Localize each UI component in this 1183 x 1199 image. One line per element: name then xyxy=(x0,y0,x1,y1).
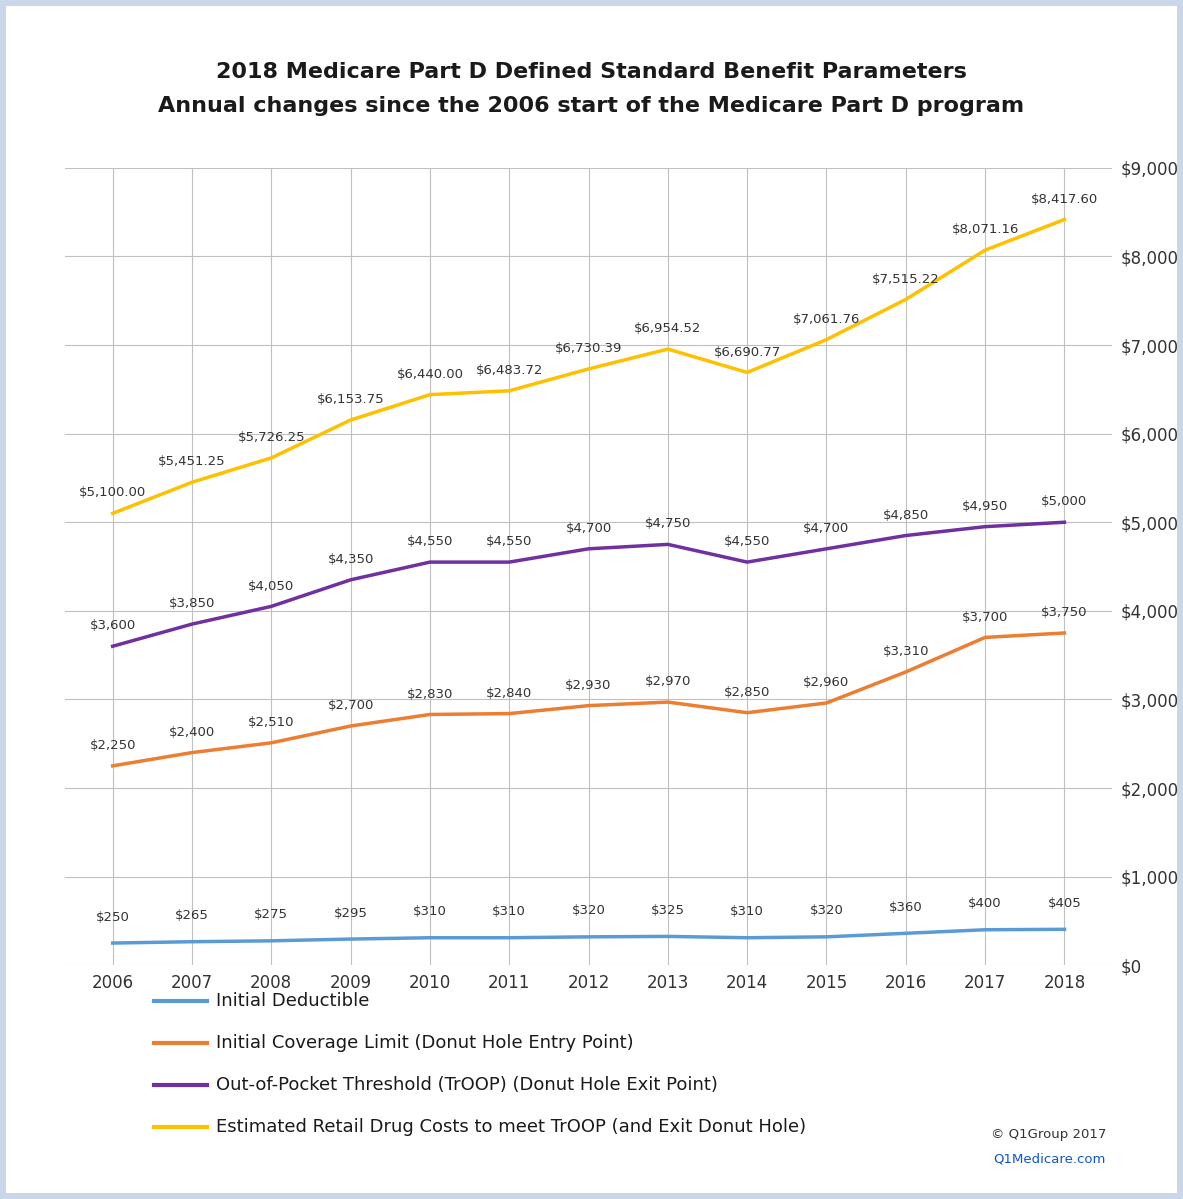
Text: $265: $265 xyxy=(175,909,209,922)
Text: $7,061.76: $7,061.76 xyxy=(793,313,860,326)
Text: $295: $295 xyxy=(334,906,368,920)
Text: $3,700: $3,700 xyxy=(962,610,1008,623)
Text: Out-of-Pocket Threshold (TrOOP) (Donut Hole Exit Point): Out-of-Pocket Threshold (TrOOP) (Donut H… xyxy=(216,1076,718,1095)
Text: $4,750: $4,750 xyxy=(645,518,691,530)
Text: $6,954.52: $6,954.52 xyxy=(634,323,702,336)
Text: Q1Medicare.com: Q1Medicare.com xyxy=(994,1152,1106,1165)
Text: $2,510: $2,510 xyxy=(248,716,295,729)
Text: $5,451.25: $5,451.25 xyxy=(159,456,226,469)
Text: $250: $250 xyxy=(96,910,130,923)
Text: $2,960: $2,960 xyxy=(803,676,849,689)
Text: $6,153.75: $6,153.75 xyxy=(317,393,384,406)
Text: $2,970: $2,970 xyxy=(645,675,691,688)
Text: $2,400: $2,400 xyxy=(169,725,215,739)
Text: $4,550: $4,550 xyxy=(486,535,532,548)
Text: $405: $405 xyxy=(1048,897,1081,910)
Text: $4,700: $4,700 xyxy=(803,522,849,535)
Text: $6,483.72: $6,483.72 xyxy=(476,363,543,376)
Text: $3,750: $3,750 xyxy=(1041,605,1087,619)
Text: $3,310: $3,310 xyxy=(883,645,929,658)
Text: $6,440.00: $6,440.00 xyxy=(396,368,464,381)
Text: $2,700: $2,700 xyxy=(328,699,374,712)
Text: $2,840: $2,840 xyxy=(486,687,532,700)
Text: $5,100.00: $5,100.00 xyxy=(79,487,147,500)
Text: $310: $310 xyxy=(730,905,764,918)
Text: $8,417.60: $8,417.60 xyxy=(1030,193,1098,205)
Text: $310: $310 xyxy=(413,905,447,918)
Text: $4,550: $4,550 xyxy=(407,535,453,548)
Text: 2018 Medicare Part D Defined Standard Benefit Parameters: 2018 Medicare Part D Defined Standard Be… xyxy=(216,62,967,82)
Text: $3,850: $3,850 xyxy=(169,597,215,610)
Text: $5,726.25: $5,726.25 xyxy=(238,430,305,444)
Text: $4,850: $4,850 xyxy=(883,508,929,522)
Text: Initial Deductible: Initial Deductible xyxy=(216,992,370,1011)
Text: $8,071.16: $8,071.16 xyxy=(951,223,1019,236)
Text: $4,050: $4,050 xyxy=(248,579,295,592)
Text: Annual changes since the 2006 start of the Medicare Part D program: Annual changes since the 2006 start of t… xyxy=(159,96,1024,115)
Text: Initial Coverage Limit (Donut Hole Entry Point): Initial Coverage Limit (Donut Hole Entry… xyxy=(216,1034,634,1053)
Text: $6,730.39: $6,730.39 xyxy=(555,342,622,355)
Text: $320: $320 xyxy=(571,904,606,917)
Text: Estimated Retail Drug Costs to meet TrOOP (and Exit Donut Hole): Estimated Retail Drug Costs to meet TrOO… xyxy=(216,1117,807,1137)
Text: $4,950: $4,950 xyxy=(962,500,1008,513)
Text: $4,550: $4,550 xyxy=(724,535,770,548)
Text: $7,515.22: $7,515.22 xyxy=(872,272,939,285)
Text: $325: $325 xyxy=(651,904,685,917)
Text: $2,930: $2,930 xyxy=(565,679,612,692)
Text: $275: $275 xyxy=(254,909,289,921)
Text: $360: $360 xyxy=(888,900,923,914)
Text: $5,000: $5,000 xyxy=(1041,495,1087,508)
Text: $4,700: $4,700 xyxy=(565,522,612,535)
Text: $6,690.77: $6,690.77 xyxy=(713,345,781,359)
Text: $3,600: $3,600 xyxy=(90,620,136,632)
Text: $4,350: $4,350 xyxy=(328,553,374,566)
Text: $400: $400 xyxy=(969,897,1002,910)
Text: $2,850: $2,850 xyxy=(724,686,770,699)
Text: © Q1Group 2017: © Q1Group 2017 xyxy=(990,1128,1106,1141)
Text: $320: $320 xyxy=(809,904,843,917)
Text: $310: $310 xyxy=(492,905,526,918)
Text: $2,830: $2,830 xyxy=(407,687,453,700)
Text: $2,250: $2,250 xyxy=(90,739,136,752)
